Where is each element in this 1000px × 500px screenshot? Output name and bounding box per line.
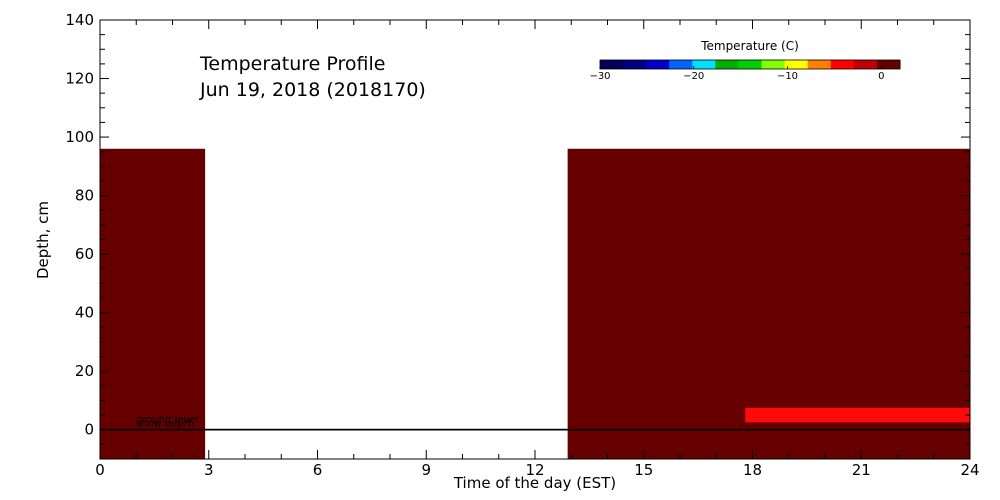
y-tick-label: 120 xyxy=(65,70,94,88)
colorbar-frame xyxy=(599,59,901,70)
chart-subtitle: Jun 19, 2018 (2018170) xyxy=(199,79,426,101)
x-tick-label: 12 xyxy=(525,461,544,479)
x-tick-label: 0 xyxy=(95,461,105,479)
ref-line-label-0: ground level xyxy=(136,415,198,426)
colorbar-swatch xyxy=(830,60,855,69)
colorbar-swatch xyxy=(715,60,739,69)
colorbar-swatch xyxy=(784,60,809,69)
y-tick-label: 80 xyxy=(75,187,94,205)
y-tick-label: 0 xyxy=(84,421,94,439)
y-tick-label: 40 xyxy=(75,304,94,322)
y-axis-label: Depth, cm xyxy=(34,201,52,279)
ref-line-label-1: snow depth xyxy=(136,419,194,430)
colorbar-swatch xyxy=(600,60,624,69)
x-tick-label: 21 xyxy=(852,461,871,479)
chart-title: Temperature Profile xyxy=(199,53,385,75)
colorbar-tick-label: −20 xyxy=(683,71,704,82)
colorbar-swatch xyxy=(669,60,693,69)
colorbar-title: Temperature (C) xyxy=(700,39,799,53)
x-tick-label: 15 xyxy=(634,461,653,479)
colorbar: Temperature (C) −30 −20 −10 0 xyxy=(589,39,901,82)
axis-ticks xyxy=(99,19,971,460)
x-tick-label: 18 xyxy=(743,461,762,479)
colorbar-tick-label: 0 xyxy=(878,71,884,82)
heatmap-cell-2 xyxy=(745,407,970,423)
colorbar-swatch xyxy=(761,60,786,69)
y-tick-label: 20 xyxy=(75,362,94,380)
heatmap-cell-1 xyxy=(567,148,970,460)
heatmap-cells xyxy=(100,148,970,460)
x-axis-label: Time of the day (EST) xyxy=(453,474,616,492)
colorbar-swatch xyxy=(646,60,670,69)
colorbar-swatch xyxy=(876,60,901,69)
colorbar-swatch xyxy=(692,60,716,69)
y-tick-label: 100 xyxy=(65,128,94,146)
heatmap-cell-0 xyxy=(100,148,206,460)
colorbar-tick-label: −30 xyxy=(589,71,610,82)
x-tick-labels: 0 3 6 9 12 15 18 21 24 xyxy=(95,461,979,479)
colorbar-tick-label: −10 xyxy=(777,71,798,82)
colorbar-swatch xyxy=(853,60,878,69)
x-tick-label: 24 xyxy=(960,461,979,479)
colorbar-swatch xyxy=(738,60,763,69)
y-tick-label: 140 xyxy=(65,11,94,29)
colorbar-swatches xyxy=(600,60,901,69)
y-tick-labels: 0 20 40 60 80 100 120 140 xyxy=(65,11,94,439)
y-tick-label: 60 xyxy=(75,245,94,263)
colorbar-swatch xyxy=(623,60,647,69)
x-tick-label: 9 xyxy=(421,461,431,479)
x-tick-label: 3 xyxy=(204,461,214,479)
colorbar-swatch xyxy=(807,60,832,69)
x-tick-label: 6 xyxy=(313,461,323,479)
colorbar-ticks: −30 −20 −10 0 xyxy=(589,66,884,82)
